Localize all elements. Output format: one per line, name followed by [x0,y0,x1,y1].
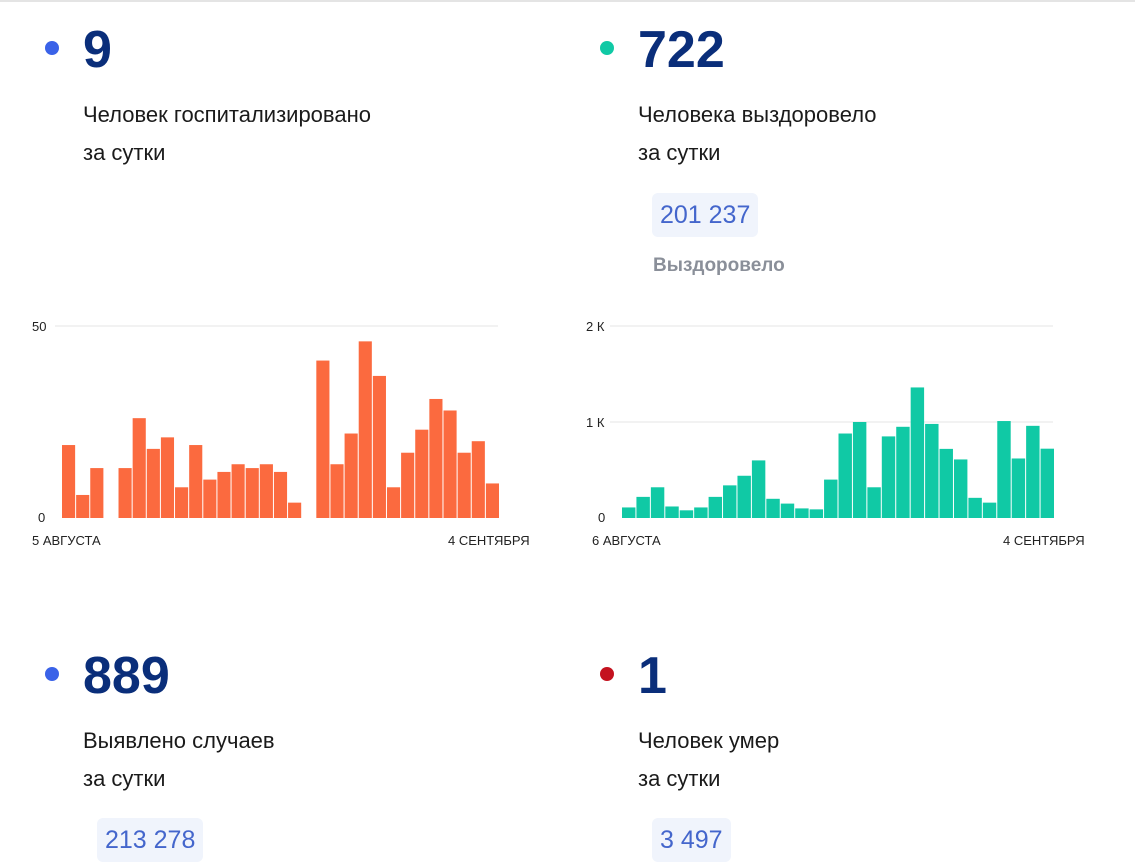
y-tick-label: 50 [32,319,46,334]
bar [231,464,245,518]
recovered-count: 722 [638,21,725,79]
cases-label-line1: Выявлено случаев [83,728,275,753]
bar [795,508,809,518]
hospitalized-count: 9 [83,21,112,79]
bar [636,496,650,518]
recovered-chart: 2 К 1 К 0 6 АВГУСТА 4 СЕНТЯБРЯ [586,319,1085,548]
x-end-label: 4 СЕНТЯБРЯ [448,533,530,548]
recovered-total-label: Выздоровело [653,255,785,276]
bar [401,452,415,518]
bar [766,498,780,518]
deaths-label: Человек умер за сутки [638,722,779,798]
bar [939,448,953,518]
bar [429,398,443,518]
bar [76,494,90,518]
y-tick-label: 1 К [586,415,605,430]
bar [968,497,982,518]
bar [896,426,910,518]
bar [386,487,401,518]
cases-total: 213 278 [97,818,204,862]
status-dot [45,41,59,55]
bar [146,448,160,518]
bar [288,502,302,518]
bar [358,341,372,518]
bar [852,422,867,518]
deaths-label-line2: за сутки [638,766,721,791]
bar [925,423,939,518]
bar [665,506,679,518]
status-dot [600,667,614,681]
status-dot [600,41,614,55]
hospitalized-label-line2: за сутки [83,140,166,165]
cases-label: Выявлено случаев за сутки [83,722,275,798]
bar [953,459,968,518]
bar [471,441,485,518]
deaths-total: 3 497 [652,818,731,862]
x-start-label: 6 АВГУСТА [592,533,661,548]
bar [316,360,330,518]
bar [622,507,636,518]
y-tick-label: 0 [38,510,45,525]
bar [372,375,386,518]
bar [160,437,175,518]
deaths-label-line1: Человек умер [638,728,780,753]
bar [650,487,665,518]
bar [838,433,852,518]
recovered-label-line2: за сутки [638,140,721,165]
status-dot [45,667,59,681]
bar [910,387,925,518]
bar [1040,448,1054,518]
deaths-count: 1 [638,647,667,705]
bar [90,468,104,518]
bar [809,509,824,518]
cases-label-line2: за сутки [83,766,166,791]
x-end-label: 4 СЕНТЯБРЯ [1003,533,1085,548]
bar [982,502,997,518]
bar [189,445,203,518]
bar [245,468,259,518]
bar [259,464,273,518]
bar [780,503,795,518]
bar [330,464,344,518]
bar [997,421,1011,518]
x-start-label: 5 АВГУСТА [32,533,101,548]
bar [485,483,499,518]
bar [694,507,708,518]
bar [708,496,723,518]
recovered-label-line1: Человека выздоровело [638,102,877,127]
y-tick-label: 2 К [586,319,605,334]
bar [203,479,217,518]
bar [344,433,358,518]
bar [751,460,766,518]
hospitalized-label-line1: Человек госпитализировано [83,102,371,127]
hospitalized-label: Человек госпитализировано за сутки [83,96,371,172]
bar [679,510,694,518]
bar [62,445,76,518]
bar [415,429,429,518]
recovered-total: 201 237 [652,193,759,237]
bar [273,471,288,518]
bar [824,479,838,518]
bar [457,452,471,518]
bar [737,475,751,518]
bar [881,436,896,518]
bar [132,418,146,518]
bar [1026,425,1040,518]
bar [175,487,189,518]
bar [867,487,881,518]
recovered-label: Человека выздоровело за сутки [638,96,877,172]
bar [443,410,457,518]
bar [217,471,231,518]
cases-count: 889 [83,647,170,705]
bar [1011,458,1026,518]
bar [118,468,132,518]
hospitalized-chart: 50 0 5 АВГУСТА 4 СЕНТЯБРЯ [32,319,530,548]
bar [723,485,737,518]
y-tick-label: 0 [598,510,605,525]
